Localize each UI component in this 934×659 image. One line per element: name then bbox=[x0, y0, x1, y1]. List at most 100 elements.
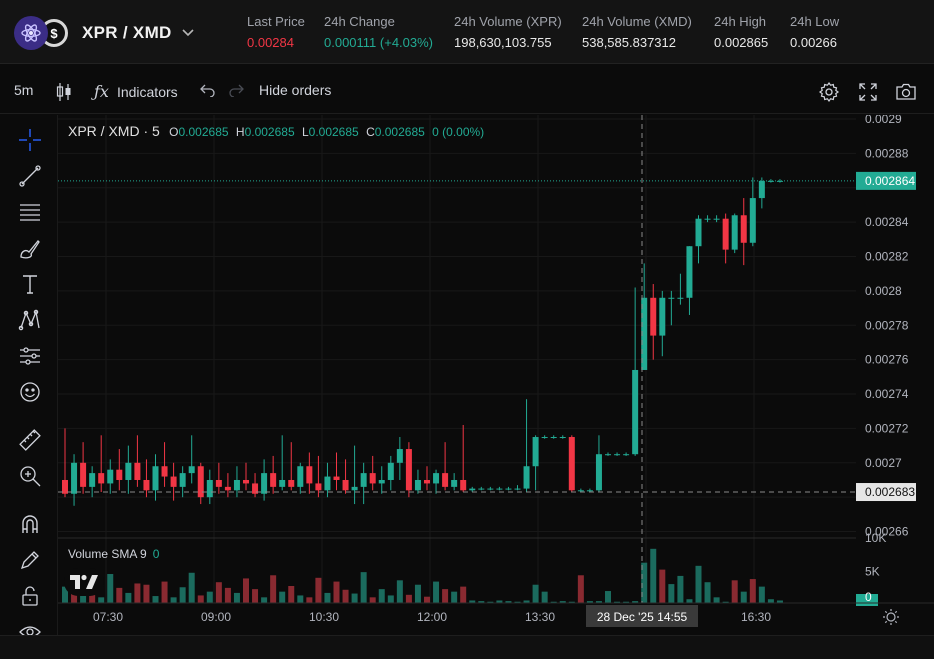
legend-high-label: H bbox=[235, 125, 245, 139]
indicators-label: Indicators bbox=[116, 83, 178, 100]
volume-bar bbox=[351, 593, 358, 603]
candle-body bbox=[306, 466, 313, 484]
pair-selector[interactable]: $ XPR / XMD bbox=[14, 16, 194, 50]
magnet-icon[interactable] bbox=[17, 511, 43, 537]
volume-bar bbox=[505, 601, 512, 603]
candle-body bbox=[134, 462, 141, 480]
volume-bar bbox=[713, 597, 720, 603]
redo-icon[interactable] bbox=[228, 83, 244, 97]
volume-bar bbox=[641, 562, 648, 603]
candle-body bbox=[614, 454, 621, 456]
legend-high-value: 0.002685 bbox=[244, 125, 295, 139]
volume-bar bbox=[623, 601, 630, 603]
candle-body bbox=[722, 218, 729, 250]
candle-body bbox=[505, 488, 512, 490]
candle-body bbox=[659, 297, 666, 336]
forecasting-tool-icon[interactable] bbox=[17, 343, 43, 369]
legend-low-value: 0.002685 bbox=[308, 125, 359, 139]
volume-bar bbox=[469, 600, 476, 603]
volume-bar bbox=[433, 581, 440, 603]
stat-label: 24h Volume (XPR) bbox=[454, 14, 562, 29]
time-tick-label: 10:30 bbox=[309, 610, 339, 624]
volume-bar bbox=[659, 569, 666, 603]
legend-open-value: 0.002685 bbox=[178, 125, 229, 139]
volume-bar bbox=[233, 592, 240, 603]
settings-gear-icon[interactable] bbox=[818, 81, 840, 103]
crosshair-price-label: 0.002683 bbox=[865, 485, 915, 499]
candle-body bbox=[586, 490, 593, 492]
stat-24h-high: 24h High 0.002865 bbox=[714, 14, 768, 50]
market-header: $ XPR / XMD Last Price 0.00284 24h Chang… bbox=[0, 0, 934, 64]
fullscreen-icon[interactable] bbox=[858, 82, 878, 102]
trend-line-icon[interactable] bbox=[17, 163, 43, 189]
text-tool-icon[interactable] bbox=[17, 271, 43, 297]
price-tick-label: 0.00278 bbox=[865, 318, 909, 332]
candle-body bbox=[451, 479, 458, 487]
volume-bar bbox=[605, 591, 611, 603]
lock-icon[interactable] bbox=[17, 583, 43, 609]
candle-body bbox=[179, 473, 186, 487]
candle-body bbox=[595, 454, 602, 491]
tradingview-logo-icon[interactable] bbox=[64, 568, 104, 596]
volume-bar bbox=[279, 591, 286, 603]
candle-body bbox=[206, 479, 213, 498]
stat-label: 24h Volume (XMD) bbox=[582, 14, 692, 29]
candle-body bbox=[116, 469, 123, 480]
candle-body bbox=[62, 479, 68, 494]
interval-button[interactable]: 5m bbox=[14, 82, 33, 98]
chart-legend: XPR / XMD · 5 O0.002685 H0.002685 L0.002… bbox=[68, 123, 484, 139]
hide-orders-button[interactable]: Hide orders bbox=[259, 82, 331, 98]
candle-body bbox=[469, 488, 476, 491]
candle-body bbox=[98, 473, 105, 484]
ruler-icon[interactable] bbox=[17, 427, 43, 453]
xpr-coin-icon bbox=[14, 16, 48, 50]
price-chart[interactable]: 0.0029 0.00288 0.00284 0.00282 0.0028 0.00278… bbox=[58, 115, 934, 635]
candle-body bbox=[369, 473, 376, 484]
volume-tick-label: 5K bbox=[865, 565, 880, 579]
candle-body bbox=[315, 483, 322, 491]
volume-bar bbox=[107, 574, 114, 603]
candle-body bbox=[623, 454, 630, 456]
candle-body bbox=[424, 479, 430, 484]
price-tick-label: 0.00282 bbox=[865, 250, 909, 264]
volume-bar bbox=[758, 586, 765, 603]
candle-body bbox=[650, 297, 657, 336]
candle-body bbox=[215, 479, 222, 487]
fib-retracement-icon[interactable] bbox=[17, 199, 43, 225]
volume-bar bbox=[541, 591, 548, 603]
candle-body bbox=[740, 215, 747, 243]
candle-body bbox=[433, 473, 440, 484]
candle-type-icon[interactable] bbox=[56, 82, 72, 102]
volume-bar bbox=[125, 592, 132, 603]
volume-bar bbox=[767, 599, 774, 603]
candle-body bbox=[188, 466, 195, 474]
brush-icon[interactable] bbox=[17, 235, 43, 261]
volume-bar bbox=[668, 584, 675, 603]
camera-icon[interactable] bbox=[895, 82, 917, 102]
candle-body bbox=[605, 454, 611, 456]
crosshair-icon[interactable] bbox=[17, 127, 43, 153]
volume-bar bbox=[387, 595, 394, 603]
drawing-mode-icon[interactable] bbox=[17, 547, 43, 573]
stat-value: 198,630,103.755 bbox=[454, 35, 552, 50]
volume-bar bbox=[650, 548, 657, 603]
time-tick-label: 07:30 bbox=[93, 610, 123, 624]
pattern-tool-icon[interactable] bbox=[17, 307, 43, 333]
candle-body bbox=[387, 462, 394, 480]
volume-bar bbox=[686, 599, 693, 603]
zoom-in-icon[interactable] bbox=[17, 463, 43, 489]
emoji-icon[interactable] bbox=[17, 379, 43, 405]
volume-bar bbox=[80, 591, 87, 603]
legend-close-label: C bbox=[366, 125, 375, 139]
candle-body bbox=[704, 218, 711, 220]
volume-bar bbox=[442, 589, 449, 603]
axis-settings-icon[interactable] bbox=[883, 609, 899, 625]
candle-body bbox=[270, 473, 277, 487]
last-price-badge bbox=[856, 171, 916, 190]
volume-bar bbox=[188, 572, 195, 603]
time-tick-label: 09:00 bbox=[201, 610, 231, 624]
volume-bar bbox=[134, 583, 141, 603]
undo-icon[interactable] bbox=[200, 83, 216, 97]
indicators-button[interactable]: ƒx Indicators bbox=[94, 82, 178, 101]
volume-bar bbox=[270, 575, 277, 603]
